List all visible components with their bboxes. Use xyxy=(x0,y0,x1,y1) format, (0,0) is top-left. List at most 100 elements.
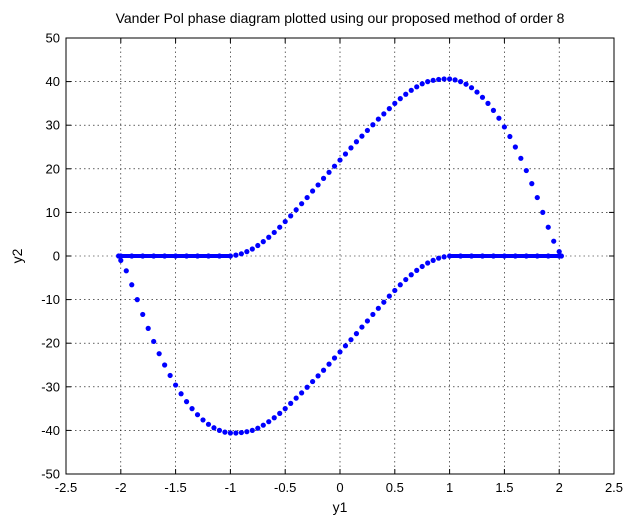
data-point xyxy=(255,425,261,431)
data-point xyxy=(320,367,327,373)
data-point xyxy=(441,76,447,82)
data-point xyxy=(529,181,535,187)
data-point xyxy=(288,400,294,406)
data-point xyxy=(233,430,239,436)
x-tick-label: -0.5 xyxy=(274,480,296,495)
data-point xyxy=(375,116,381,122)
chart-title: Vander Pol phase diagram plotted using o… xyxy=(116,10,565,26)
data-point xyxy=(425,79,431,85)
y-tick-label: 0 xyxy=(53,249,60,264)
x-tick-label: -2.5 xyxy=(55,480,77,495)
data-point xyxy=(408,87,414,93)
data-point xyxy=(266,234,272,240)
data-point xyxy=(205,421,212,427)
data-point xyxy=(523,167,529,174)
x-tick-label: -1.5 xyxy=(164,480,186,495)
data-point xyxy=(134,297,140,303)
data-point xyxy=(293,395,299,401)
data-point xyxy=(173,382,179,388)
data-point xyxy=(436,76,442,83)
data-point xyxy=(479,94,486,100)
data-point xyxy=(216,427,223,433)
data-point xyxy=(364,127,370,134)
data-point xyxy=(348,337,354,343)
data-point xyxy=(227,430,233,436)
data-point xyxy=(441,254,447,260)
x-tick-label: 1 xyxy=(446,480,453,495)
data-point xyxy=(271,415,277,421)
y-tick-label: -20 xyxy=(41,336,60,351)
data-point xyxy=(288,213,294,219)
x-tick-label: 0.5 xyxy=(386,480,404,495)
y-tick-label: 50 xyxy=(46,31,60,46)
data-point xyxy=(414,267,420,273)
data-point xyxy=(386,293,392,299)
data-point xyxy=(299,201,305,207)
data-point xyxy=(540,209,546,215)
data-point xyxy=(381,299,387,305)
data-point xyxy=(326,169,332,175)
data-point xyxy=(353,139,360,145)
data-point xyxy=(490,107,497,113)
data-point xyxy=(512,144,518,150)
data-point xyxy=(326,361,332,367)
x-tick-labels: -2.5 -2 -1.5 -1 -0.5 0 0.5 1 1.5 2 2.5 xyxy=(55,480,623,495)
data-point xyxy=(145,325,151,331)
data-point xyxy=(501,124,507,130)
data-point xyxy=(496,115,502,121)
data-point xyxy=(331,355,338,361)
data-point xyxy=(271,229,277,236)
data-point xyxy=(408,272,414,278)
data-point xyxy=(414,84,420,90)
data-point xyxy=(183,399,190,405)
data-point xyxy=(151,338,157,345)
data-point xyxy=(244,249,250,255)
y-tick-label: -30 xyxy=(41,379,60,394)
data-point xyxy=(348,145,354,151)
data-point xyxy=(507,133,513,140)
data-point xyxy=(392,100,398,106)
y-tick-label: 40 xyxy=(46,74,60,89)
data-point xyxy=(551,238,557,244)
data-point xyxy=(386,106,392,112)
data-point xyxy=(156,351,162,357)
data-point xyxy=(277,410,283,416)
data-point xyxy=(342,151,349,157)
y-tick-label: -10 xyxy=(41,292,60,307)
data-point xyxy=(447,76,453,82)
data-point xyxy=(359,324,365,330)
data-point xyxy=(200,417,206,423)
x-tick-label: 0 xyxy=(336,480,343,495)
data-point xyxy=(320,175,327,181)
data-point xyxy=(178,391,184,397)
data-point xyxy=(315,373,321,379)
data-point xyxy=(397,96,403,102)
data-point xyxy=(534,194,540,201)
data-point xyxy=(397,282,403,288)
y-tick-labels: -50 -40 -30 -20 -10 0 10 20 30 40 50 xyxy=(41,31,60,482)
data-point xyxy=(392,287,398,294)
data-point xyxy=(282,406,288,412)
data-point xyxy=(238,429,244,436)
data-point xyxy=(463,81,469,87)
data-point xyxy=(419,263,425,270)
data-point xyxy=(556,249,562,255)
data-point xyxy=(140,311,146,318)
data-point xyxy=(403,91,409,97)
data-point xyxy=(233,252,239,258)
axis-ticks xyxy=(65,37,615,475)
data-point xyxy=(238,251,244,257)
y-tick-label: 20 xyxy=(46,161,60,176)
data-point xyxy=(337,157,343,163)
x-tick-label: 2 xyxy=(556,480,563,495)
data-point xyxy=(266,419,272,425)
data-point xyxy=(277,224,283,230)
data-point xyxy=(474,89,480,95)
data-point xyxy=(545,224,551,230)
data-point xyxy=(364,318,370,324)
y-tick-label: -50 xyxy=(41,467,60,482)
data-point xyxy=(419,81,425,87)
y-axis-title: y2 xyxy=(9,248,25,263)
data-point xyxy=(189,406,195,412)
